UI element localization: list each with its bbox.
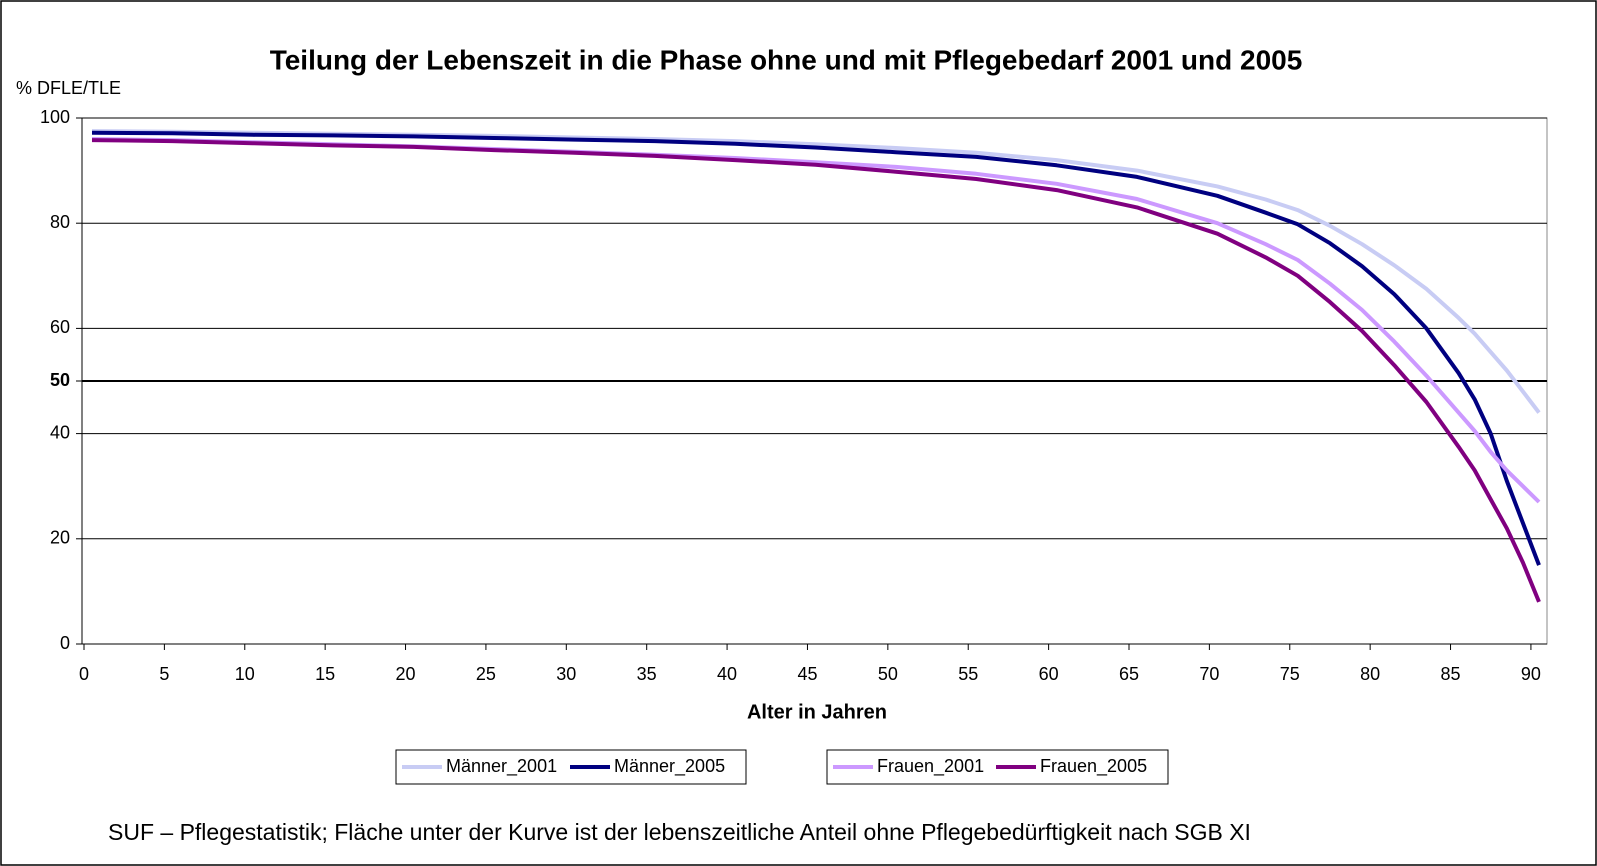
legend-label: Männer_2001: [446, 756, 557, 777]
x-tick-label: 85: [1441, 664, 1461, 684]
x-tick-label: 15: [315, 664, 335, 684]
x-tick-label: 80: [1360, 664, 1380, 684]
x-tick-label: 70: [1199, 664, 1219, 684]
legend-label: Frauen_2005: [1040, 756, 1147, 777]
data-line: [91, 138, 1541, 603]
x-tick-label: 10: [235, 664, 255, 684]
x-tick-label: 90: [1521, 664, 1541, 684]
x-axis-label: Alter in Jahren: [747, 701, 887, 723]
x-tick-label: 0: [79, 664, 89, 684]
legend-label: Männer_2005: [614, 756, 725, 777]
x-tick-label: 20: [396, 664, 416, 684]
y-tick-label: 100: [40, 107, 70, 127]
y-tick-label: 20: [50, 528, 70, 548]
x-tick-label: 35: [637, 664, 657, 684]
x-tick-label: 55: [958, 664, 978, 684]
x-tick-label: 30: [556, 664, 576, 684]
x-tick-label: 50: [878, 664, 898, 684]
y-tick-label: 50: [50, 370, 70, 390]
chart-title: Teilung der Lebenszeit in die Phase ohne…: [270, 44, 1303, 75]
y-tick-label: 40: [50, 422, 70, 442]
x-tick-label: 75: [1280, 664, 1300, 684]
legend-label: Frauen_2001: [877, 756, 984, 777]
footnote: SUF – Pflegestatistik; Fläche unter der …: [108, 819, 1251, 845]
x-tick-label: 65: [1119, 664, 1139, 684]
y-tick-label: 0: [60, 633, 70, 653]
y-tick-label: 80: [50, 212, 70, 232]
x-tick-label: 40: [717, 664, 737, 684]
x-tick-label: 45: [797, 664, 817, 684]
x-tick-label: 60: [1039, 664, 1059, 684]
y-axis-label: % DFLE/TLE: [16, 78, 121, 98]
x-tick-label: 25: [476, 664, 496, 684]
x-tick-label: 5: [159, 664, 169, 684]
data-line: [91, 130, 1541, 566]
y-tick-label: 60: [50, 317, 70, 337]
